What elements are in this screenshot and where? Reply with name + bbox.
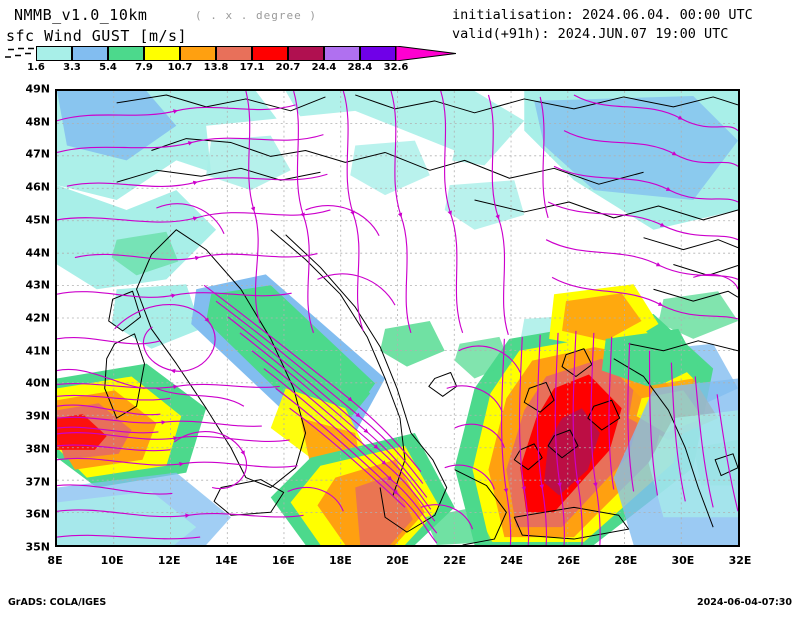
coastline-layer <box>104 94 738 545</box>
x-axis-tick-8E: 8E <box>47 554 63 567</box>
y-axis-tick-45N: 45N <box>25 213 50 227</box>
x-axis-tick-16E: 16E <box>271 554 295 567</box>
y-axis-tick-49N: 49N <box>25 82 50 96</box>
colorbar-tick-13.8: 13.8 <box>203 62 229 73</box>
colorbar-band-9 <box>360 46 396 61</box>
y-axis-tick-47N: 47N <box>25 147 50 161</box>
y-axis-tick-37N: 37N <box>25 475 50 489</box>
x-axis-tick-32E: 32E <box>728 554 752 567</box>
y-axis-tick-40N: 40N <box>25 376 50 390</box>
y-axis-tick-35N: 35N <box>25 540 50 554</box>
y-axis-tick-41N: 41N <box>25 344 50 358</box>
colorbar-band-2 <box>108 46 144 61</box>
colorbar-band-1 <box>72 46 108 61</box>
footer-credit: GrADS: COLA/IGES <box>8 597 107 608</box>
resolution-note: ( . x . degree ) <box>195 9 317 22</box>
gust-fill-layer <box>57 91 738 545</box>
streamline-layer <box>57 91 738 545</box>
map-gridlines <box>57 91 738 545</box>
colorbar-tick-28.4: 28.4 <box>347 62 373 73</box>
y-axis-tick-48N: 48N <box>25 115 50 129</box>
x-axis-tick-22E: 22E <box>443 554 466 567</box>
colorbar-low-end-icon <box>5 47 34 58</box>
colorbar-tick-17.1: 17.1 <box>239 62 265 73</box>
model-title: NMMB_v1.0_10km <box>14 6 148 24</box>
initialisation-time: initialisation: 2024.06.04. 00:00 UTC <box>452 7 753 23</box>
colorbar-tick-32.6: 32.6 <box>383 62 409 73</box>
variable-label: sfc Wind GUST [m/s] <box>6 27 188 45</box>
y-axis-tick-38N: 38N <box>25 442 50 456</box>
y-axis-tick-39N: 39N <box>25 409 50 423</box>
colorbar-tick-7.9: 7.9 <box>135 62 153 73</box>
y-axis-tick-42N: 42N <box>25 311 50 325</box>
colorbar-tick-3.3: 3.3 <box>63 62 81 73</box>
x-axis-tick-14E: 14E <box>214 554 238 567</box>
y-axis-tick-44N: 44N <box>25 246 50 260</box>
wind-gust-map <box>57 91 738 545</box>
map-plot-area <box>55 89 740 547</box>
x-axis-tick-10E: 10E <box>100 554 124 567</box>
colorbar-band-0 <box>36 46 72 61</box>
colorbar-tick-10.7: 10.7 <box>167 62 193 73</box>
footer-timestamp: 2024-06-04-07:30 <box>697 597 792 608</box>
x-axis-tick-18E: 18E <box>328 554 352 567</box>
colorbar-band-4 <box>180 46 216 61</box>
valid-time: valid(+91h): 2024.JUN.07 19:00 UTC <box>452 26 729 42</box>
colorbar-band-3 <box>144 46 180 61</box>
colorbar-band-7 <box>288 46 324 61</box>
x-axis-tick-26E: 26E <box>557 554 581 567</box>
colorbar-tick-20.7: 20.7 <box>275 62 301 73</box>
x-axis-tick-24E: 24E <box>500 554 524 567</box>
colorbar-tick-24.4: 24.4 <box>311 62 337 73</box>
y-axis-tick-43N: 43N <box>25 278 50 292</box>
colorbar-tick-1.6: 1.6 <box>27 62 45 73</box>
colorbar-band-5 <box>216 46 252 61</box>
colorbar-band-6 <box>252 46 288 61</box>
x-axis-tick-28E: 28E <box>614 554 638 567</box>
colorbar-legend: 1.6 3.3 5.4 7.9 10.7 13.8 17.1 20.7 24.4 28.4 32.6 <box>0 44 470 74</box>
colorbar-high-end-arrow <box>396 46 456 61</box>
colorbar-band-8 <box>324 46 360 61</box>
x-axis-tick-20E: 20E <box>386 554 409 567</box>
colorbar-tick-5.4: 5.4 <box>99 62 117 73</box>
y-axis-tick-46N: 46N <box>25 180 50 194</box>
y-axis-tick-36N: 36N <box>25 507 50 521</box>
x-axis-tick-12E: 12E <box>157 554 181 567</box>
x-axis-tick-30E: 30E <box>671 554 695 567</box>
